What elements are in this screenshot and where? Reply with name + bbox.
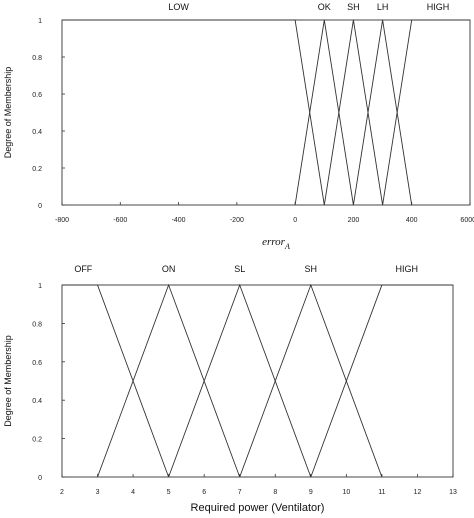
chart2-mf-off-label: OFF	[74, 264, 92, 274]
chart2-mf-high-line	[310, 284, 453, 478]
chart1-plot-frame	[61, 19, 471, 206]
chart1-y-tick-label: 0.4	[32, 129, 42, 136]
chart1-mf-high-label: HIGH	[427, 2, 450, 12]
chart2-y-tick-label: 0	[38, 475, 42, 482]
chart1-mf-high-line	[382, 19, 470, 206]
chart1-mf-sh-label: SH	[347, 2, 360, 12]
chart2-y-tick-label: 0.2	[32, 437, 42, 444]
chart1-x-tick-label: -600	[113, 217, 127, 224]
chart1-mf-sh-line	[323, 19, 384, 206]
chart1-mf-ok-label: OK	[318, 2, 331, 12]
chart2-mf-sh-label: SH	[305, 264, 318, 274]
chart1-y-tick-label: 0.8	[32, 55, 42, 62]
chart1-mf-low-label: LOW	[168, 2, 189, 12]
chart2-x-tick-label: 8	[273, 489, 277, 496]
chart2-x-tick-label: 13	[449, 489, 457, 496]
chart1-y-tick-label: 0.2	[32, 166, 42, 173]
chart2-mf-high-label: HIGH	[396, 264, 419, 274]
chart2-x-axis-label: Required power (Ventilator)	[191, 502, 325, 514]
chart1-mf-ok-line	[294, 19, 354, 206]
chart1-x-tick-label: 200	[348, 217, 360, 224]
chart1-y-tick-label: 0.6	[32, 92, 42, 99]
chart1-x-tick-label: -400	[172, 217, 186, 224]
chart1-x-tick-label: 6000	[460, 217, 474, 224]
chart2-x-tick-label: 2	[60, 489, 64, 496]
chart1-mf-lh-line	[352, 19, 413, 206]
chart2-y-tick-label: 0.6	[32, 360, 42, 367]
chart1-mf-lh-label: LH	[377, 2, 389, 12]
chart2-mf-sl-line	[168, 283, 312, 478]
chart1-group: 0 0.2 0.4 0.6 0.8 1 -800 -600 -400 -200 0 200 400 600…	[3, 2, 474, 251]
chart2-x-tick-label: 10	[342, 489, 350, 496]
chart1-y-axis-label: Degree of Membership	[3, 67, 13, 159]
chart2-x-tick-label: 4	[131, 489, 135, 496]
chart2-x-tick-label: 5	[167, 489, 171, 496]
chart2-y-axis-label: Degree of Membership	[3, 335, 13, 427]
chart1-y-tick-label: 0	[38, 203, 42, 210]
chart2-y-tick-label: 0.4	[32, 398, 42, 405]
chart2-mf-off-line	[62, 284, 170, 478]
chart2-y-tick-label: 0.8	[32, 321, 42, 328]
chart2-x-tick-label: 7	[238, 489, 242, 496]
chart2-plot-frame	[61, 284, 454, 478]
chart2-mf-on-line	[97, 283, 241, 478]
chart2-x-tick-label: 9	[309, 489, 313, 496]
chart1-x-tick-label: 0	[293, 217, 297, 224]
chart1-x-tick-label: 400	[406, 217, 418, 224]
chart2-x-tick-label: 11	[378, 489, 385, 496]
chart2-y-tick-label: 1	[38, 283, 42, 290]
chart2-x-tick-label: 6	[202, 489, 206, 496]
chart2-x-tick-label: 12	[414, 489, 422, 496]
chart1-x-tick-label: -200	[230, 217, 244, 224]
chart1-y-tick-label: 1	[38, 18, 42, 25]
chart2-mf-sh-line	[239, 283, 383, 478]
chart1-mf-low-line	[62, 19, 325, 206]
chart2-x-tick-label: 3	[96, 489, 100, 496]
chart1-x-axis-label: errorA	[262, 236, 290, 251]
chart1-x-tick-label: -800	[55, 217, 69, 224]
chart2-mf-on-label: ON	[162, 264, 176, 274]
chart2-mf-sl-label: SL	[234, 264, 245, 274]
